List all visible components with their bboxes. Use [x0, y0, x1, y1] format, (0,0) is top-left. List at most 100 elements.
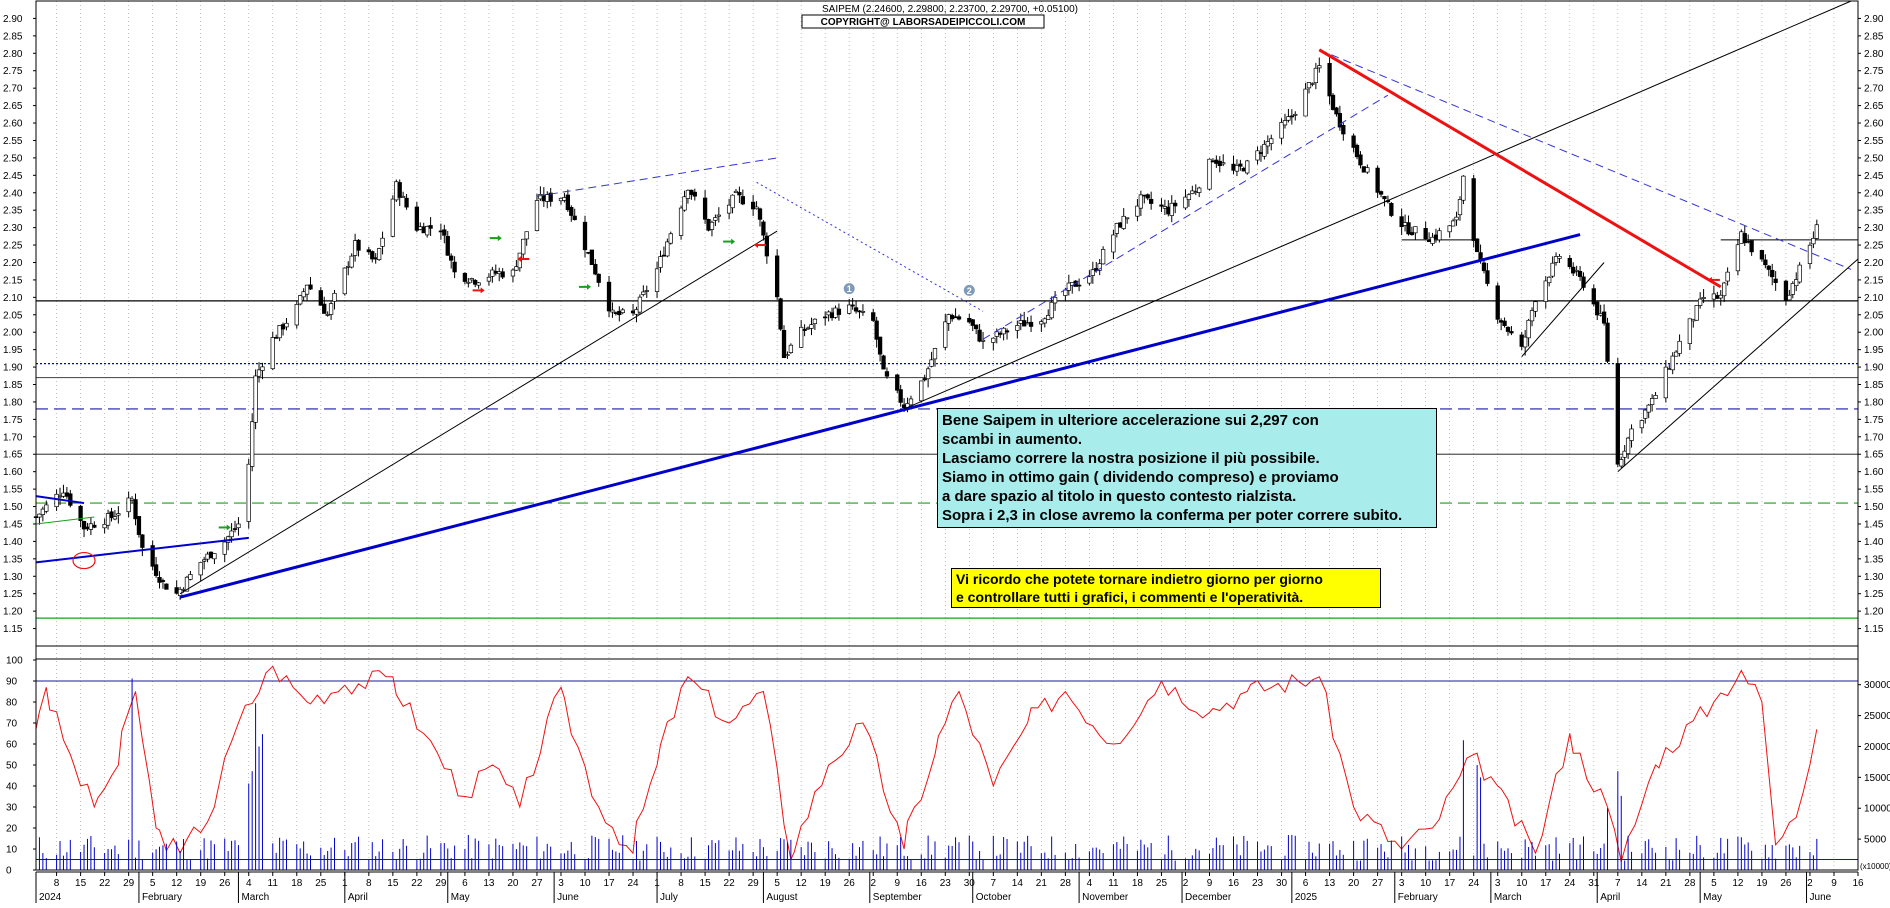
x-tick-label: 28: [1060, 878, 1072, 889]
y-tick-label: 2.75: [3, 66, 23, 77]
candle-body: [1282, 120, 1288, 126]
candle-body: [1701, 297, 1706, 299]
candle-body: [668, 233, 673, 244]
candle-body: [847, 304, 852, 314]
candle-body: [325, 314, 330, 316]
y-tick-label: 1.70: [1864, 432, 1884, 443]
candle-body: [1598, 313, 1603, 316]
candle-body: [634, 309, 639, 315]
y-tick-label: 2.45: [1864, 171, 1884, 182]
candle-body: [1426, 239, 1432, 243]
signal-arrow-head: [1707, 276, 1712, 283]
candle-body: [1485, 270, 1490, 284]
x-tick-label: 3: [1399, 878, 1405, 889]
osc-y-tick-label: 80: [6, 698, 18, 709]
y-tick-label: 2.15: [3, 275, 23, 286]
candle-body: [998, 332, 1003, 335]
trendline: [35, 516, 95, 525]
candle-body: [1481, 262, 1487, 272]
candle-body: [1574, 269, 1579, 272]
signal-arrow-head: [226, 524, 231, 531]
candle-body: [781, 330, 787, 359]
candle-body: [198, 562, 203, 576]
candle-body: [658, 256, 663, 268]
candle-body: [1166, 206, 1171, 215]
x-tick-label: 5: [1711, 878, 1717, 889]
candle-body: [366, 249, 371, 253]
candle-body: [805, 327, 811, 330]
candle-body: [702, 197, 708, 220]
x-tick-label: 25: [1156, 878, 1168, 889]
x-tick-label: 16: [1228, 878, 1240, 889]
candle-body: [1097, 263, 1102, 271]
y-tick-label: 1.85: [1864, 380, 1884, 391]
y-tick-label: 2.05: [3, 310, 23, 321]
x-tick-label: 29: [123, 878, 135, 889]
candle-body: [1341, 124, 1346, 135]
candle-body: [153, 564, 159, 576]
candle-body: [116, 513, 121, 516]
x-tick-label: 23: [1252, 878, 1264, 889]
candle-body: [1306, 82, 1312, 89]
candle-body: [1138, 194, 1144, 209]
y-tick-label: 2.85: [3, 31, 23, 42]
x-tick-label: 20: [507, 878, 519, 889]
candle-body: [1375, 167, 1380, 193]
candle-body: [298, 295, 303, 305]
signal-arrow-head: [480, 287, 485, 294]
x-tick-label: 22: [411, 878, 423, 889]
x-tick-label: 19: [1756, 878, 1768, 889]
candle-body: [1667, 368, 1672, 370]
candle-body: [682, 196, 687, 211]
axes-layer: 8152229512192641118251815222961320273101…: [3, 0, 1890, 903]
comment-line: scambi in aumento.: [942, 431, 1083, 448]
y-tick-label: 1.70: [3, 432, 23, 443]
candle-body: [1293, 113, 1298, 116]
candle-body: [1533, 301, 1538, 312]
candle-body: [1663, 366, 1668, 399]
candle-body: [400, 196, 406, 198]
candle-body: [40, 508, 46, 515]
candle-body: [980, 339, 986, 342]
candle-body: [54, 493, 59, 508]
y-tick-label: 2.25: [1864, 241, 1884, 252]
candle-body: [1742, 233, 1747, 244]
candle-body: [462, 272, 468, 282]
candle-body: [1269, 138, 1274, 144]
candle-body: [428, 225, 433, 229]
candle-body: [1245, 160, 1250, 174]
candle-body: [850, 304, 855, 307]
candle-body: [689, 189, 694, 195]
candle-body: [1409, 232, 1415, 236]
month-label: 2024: [39, 892, 62, 903]
candle-body: [1619, 459, 1624, 467]
candle-body: [322, 303, 327, 314]
candle-body: [606, 281, 612, 312]
y-tick-label: 2.30: [3, 223, 23, 234]
x-tick-label: 8: [678, 878, 684, 889]
candle-body: [1811, 237, 1816, 245]
y-tick-label: 2.90: [3, 14, 23, 25]
candle-body: [1121, 215, 1126, 229]
candle-body: [1581, 276, 1586, 288]
candle-body: [201, 559, 207, 562]
y-tick-label: 2.85: [1864, 31, 1884, 42]
candle-body: [1018, 320, 1023, 324]
comment-box: Bene Saipem in ulteriore accelerazione s…: [937, 408, 1437, 528]
candle-body: [232, 528, 238, 530]
month-label: June: [1810, 892, 1832, 903]
candle-body: [521, 238, 526, 255]
candle-body: [469, 278, 474, 281]
candle-body: [370, 251, 375, 260]
y-tick-label: 2.50: [3, 153, 23, 164]
candle-body: [524, 231, 529, 240]
candle-body: [1615, 363, 1620, 465]
x-tick-label: 5: [150, 878, 156, 889]
candle-body: [799, 326, 804, 348]
trendline: [536, 157, 778, 197]
month-label: 2025: [1295, 892, 1318, 903]
candle-body: [184, 576, 190, 592]
candle-body: [1046, 315, 1051, 320]
